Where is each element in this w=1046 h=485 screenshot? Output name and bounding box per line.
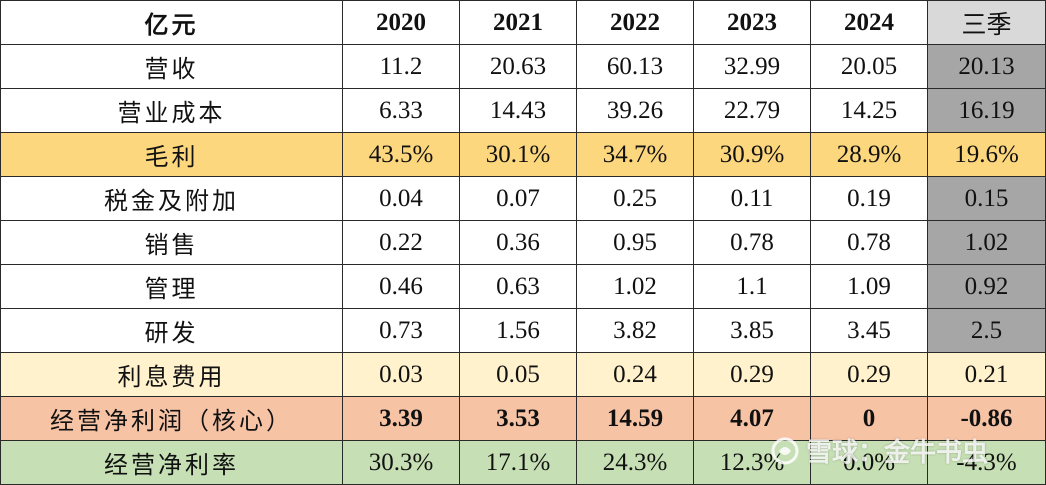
q3-cell: 16.19 bbox=[927, 88, 1046, 133]
row-label: 营业成本 bbox=[0, 88, 343, 133]
cell: 1.56 bbox=[459, 308, 577, 353]
cell: 32.99 bbox=[693, 44, 811, 89]
header-row: 亿元 2020 2021 2022 2023 2024 三季 bbox=[0, 0, 1046, 45]
cell: 0.78 bbox=[693, 220, 811, 265]
cell: 0.73 bbox=[342, 308, 460, 353]
cell: 3.82 bbox=[576, 308, 694, 353]
cell: 0.78 bbox=[810, 220, 928, 265]
cell: 3.53 bbox=[459, 396, 577, 441]
q3-cell: 0.92 bbox=[927, 264, 1046, 309]
cell: 22.79 bbox=[693, 88, 811, 133]
row-label: 管理 bbox=[0, 264, 343, 309]
cell: 24.3% bbox=[576, 440, 694, 485]
year-header: 2024 bbox=[810, 0, 928, 45]
cell: 0 bbox=[810, 396, 928, 441]
cell: 28.9% bbox=[810, 132, 928, 177]
tax-row: 税金及附加 0.04 0.07 0.25 0.11 0.19 0.15 bbox=[0, 176, 1046, 221]
unit-header: 亿元 bbox=[0, 0, 343, 45]
cell: 0.03 bbox=[342, 352, 460, 397]
rnd-row: 研发 0.73 1.56 3.82 3.85 3.45 2.5 bbox=[0, 308, 1046, 353]
q3-cell: 0.15 bbox=[927, 176, 1046, 221]
cell: 4.07 bbox=[693, 396, 811, 441]
cell: 0.11 bbox=[693, 176, 811, 221]
watermark: 雪球：金牛书虫 bbox=[770, 432, 988, 469]
cell: 39.26 bbox=[576, 88, 694, 133]
sales-row: 销售 0.22 0.36 0.95 0.78 0.78 1.02 bbox=[0, 220, 1046, 265]
row-label: 税金及附加 bbox=[0, 176, 343, 221]
cell: 43.5% bbox=[342, 132, 460, 177]
cell: 0.05 bbox=[459, 352, 577, 397]
cell: 0.95 bbox=[576, 220, 694, 265]
q3-cell: -0.86 bbox=[927, 396, 1046, 441]
cell: 1.1 bbox=[693, 264, 811, 309]
cell: 0.22 bbox=[342, 220, 460, 265]
cell: 30.3% bbox=[342, 440, 460, 485]
admin-row: 管理 0.46 0.63 1.02 1.1 1.09 0.92 bbox=[0, 264, 1046, 309]
snowball-logo-icon bbox=[771, 437, 799, 464]
cost-row: 营业成本 6.33 14.43 39.26 22.79 14.25 16.19 bbox=[0, 88, 1046, 133]
q3-cell: 2.5 bbox=[927, 308, 1046, 353]
cell: 14.59 bbox=[576, 396, 694, 441]
row-label: 利息费用 bbox=[0, 352, 343, 397]
cell: 1.09 bbox=[810, 264, 928, 309]
cell: 0.25 bbox=[576, 176, 694, 221]
cell: 20.63 bbox=[459, 44, 577, 89]
q3-cell: 19.6% bbox=[927, 132, 1046, 177]
cell: 0.04 bbox=[342, 176, 460, 221]
gross-margin-row: 毛利 43.5% 30.1% 34.7% 30.9% 28.9% 19.6% bbox=[0, 132, 1046, 177]
row-label: 销售 bbox=[0, 220, 343, 265]
cell: 0.0% bbox=[810, 440, 928, 485]
q3-cell: 20.13 bbox=[927, 44, 1046, 89]
row-label: 经营净利润（核心） bbox=[0, 396, 343, 441]
cell: 17.1% bbox=[459, 440, 577, 485]
cell: 1.02 bbox=[576, 264, 694, 309]
cell: 11.2 bbox=[342, 44, 460, 89]
cell: 3.45 bbox=[810, 308, 928, 353]
year-header: 2020 bbox=[342, 0, 460, 45]
row-label: 研发 bbox=[0, 308, 343, 353]
cell: 30.9% bbox=[693, 132, 811, 177]
cell: 14.43 bbox=[459, 88, 577, 133]
year-header: 2023 bbox=[693, 0, 811, 45]
q3-cell: 0.21 bbox=[927, 352, 1046, 397]
cell: 12.3% bbox=[693, 440, 811, 485]
cell: 0.24 bbox=[576, 352, 694, 397]
cell: 0.46 bbox=[342, 264, 460, 309]
year-header: 2021 bbox=[459, 0, 577, 45]
core-profit-row: 经营净利润（核心） 3.39 3.53 14.59 4.07 0 -0.86 bbox=[0, 396, 1046, 441]
cell: 20.05 bbox=[810, 44, 928, 89]
cell: 0.29 bbox=[693, 352, 811, 397]
year-header: 2022 bbox=[576, 0, 694, 45]
cell: 6.33 bbox=[342, 88, 460, 133]
cell: 3.85 bbox=[693, 308, 811, 353]
row-label: 营收 bbox=[0, 44, 343, 89]
row-label: 经营净利率 bbox=[0, 440, 343, 485]
cell: 0.29 bbox=[810, 352, 928, 397]
revenue-row: 营收 11.2 20.63 60.13 32.99 20.05 20.13 bbox=[0, 44, 1046, 89]
interest-row: 利息费用 0.03 0.05 0.24 0.29 0.29 0.21 bbox=[0, 352, 1046, 397]
cell: 0.07 bbox=[459, 176, 577, 221]
row-label: 毛利 bbox=[0, 132, 343, 177]
cell: 3.39 bbox=[342, 396, 460, 441]
cell: 0.19 bbox=[810, 176, 928, 221]
cell: 60.13 bbox=[576, 44, 694, 89]
cell: 34.7% bbox=[576, 132, 694, 177]
cell: 14.25 bbox=[810, 88, 928, 133]
q3-cell: 1.02 bbox=[927, 220, 1046, 265]
q3-header: 三季 bbox=[927, 0, 1046, 45]
net-margin-row: 经营净利率 30.3% 17.1% 24.3% 12.3% 0.0% -4.3% bbox=[0, 440, 1046, 485]
watermark-text: 雪球：金牛书虫 bbox=[806, 438, 989, 468]
cell: 0.63 bbox=[459, 264, 577, 309]
q3-cell: -4.3% bbox=[927, 440, 1046, 485]
cell: 0.36 bbox=[459, 220, 577, 265]
cell: 30.1% bbox=[459, 132, 577, 177]
